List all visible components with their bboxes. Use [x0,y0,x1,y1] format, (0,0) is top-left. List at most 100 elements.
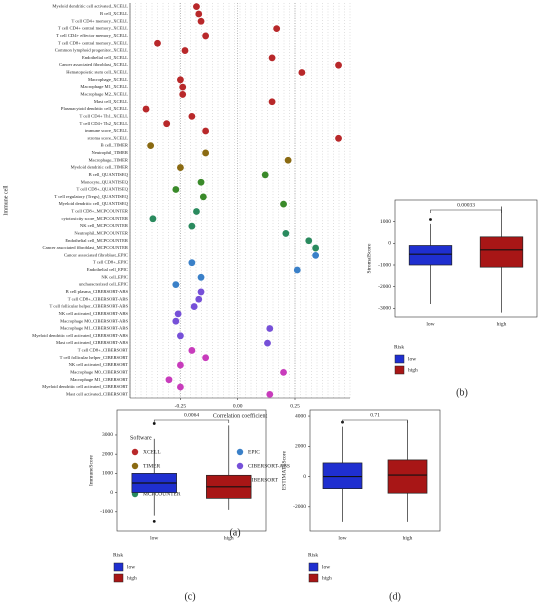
dot [266,390,274,398]
x-tick-label: low [338,535,346,541]
p-value: 0.00033 [457,202,475,208]
legend-marker [236,448,244,456]
panel-label: (c) [184,591,195,602]
y-tick-label: Mast cell_XCELL [94,99,128,104]
box [408,245,453,266]
dot [202,149,210,157]
y-tick-label: T cell CD8+_CIBERSORT-ABS [68,296,129,301]
y-tick-label: Hematopoietic stem cell_XCELL [66,70,128,75]
y-tick-label: Plasmacytoid dendritic cell_XCELL [61,106,128,111]
legend-marker [131,448,139,456]
y-axis-label: StromalScore [366,243,372,273]
dot [305,237,313,245]
p-value: 0.71 [370,412,380,418]
dot [147,142,155,150]
y-tick-label: Monocyte_QUANTISEQ [81,179,129,184]
y-tick-label: T cell CD4+ central memory_XCELL [58,26,128,31]
dot [202,127,210,135]
dot [266,325,274,332]
legend-label: high [408,367,418,373]
legend-swatch [308,562,319,572]
x-tick-label: low [426,321,434,327]
y-tick-label: Cancer associated fibroblast_XCELL [59,62,128,67]
dot [193,208,200,215]
panel-label: (d) [389,591,401,602]
y-tick-label: Macrophage M0_CIBERSORT [70,369,128,374]
dot [335,61,342,69]
x-tick-label: low [150,535,158,541]
y-tick-label: Myeloid dendritic cell_TIMER [71,165,129,170]
y-tick-label: -1000 [100,509,113,515]
x-tick-label: high [403,535,413,541]
y-tick-label: Myeloid dendritic cell_QUANTISEQ [59,201,129,206]
y-tick-label: Cancer associated fibroblast_MCPCOUNTER [43,245,129,250]
dot [268,98,276,106]
y-tick-label: 0 [110,490,113,496]
legend-label: low [408,356,416,362]
dot [293,266,301,274]
legend-label: high [322,575,332,581]
dot [282,230,290,237]
y-tick-label: Neutrophil_MCPCOUNTER [74,230,129,235]
dot [188,222,196,230]
dot [179,83,187,91]
y-tick-label: Common lymphoid progenitor_XCELL [55,48,128,53]
legend-swatch [113,573,124,583]
dot [177,164,184,171]
y-tick-label: B cell_XCELL [100,11,128,16]
dot [177,76,184,84]
legend-label: high [127,575,137,581]
y-tick-label: Myeloid dendritic cell activated_XCELL [52,4,128,9]
dot [268,54,276,62]
legend-title: Risk [308,552,318,558]
y-tick-label: B cell_TIMER [101,143,129,148]
y-axis-label: ImmuneScore [88,455,94,486]
y-tick-label: Myeloid dendritic cell activated_CIBERSO… [32,333,128,338]
p-value: 0.0064 [184,412,199,418]
panel-label: (b) [456,387,468,398]
dot [261,171,269,179]
dot [179,91,187,98]
dot [312,251,320,259]
y-tick-label: Macrophage M0_CIBERSORT-ABS [60,318,128,323]
y-tick-label: Macrophage M1_XCELL [80,84,128,89]
panel-label: (a) [229,527,240,538]
y-tick-label: Mast cell activated_CIBERSORT-ABS [56,340,128,345]
y-tick-label: T cell CD4+ effector memory_XCELL [56,33,128,38]
legend-marker [236,462,244,470]
legend-swatch [308,573,319,583]
dot [197,288,205,296]
y-tick-label: NK cell activated_CIBERSORT [69,362,129,367]
legend-label: TIMER [143,463,160,469]
y-tick-label: T cell CD8+_MCPCOUNTER [71,209,129,214]
significance-bracket [430,209,502,213]
dot [273,25,281,33]
y-tick-label: NK cell_EPIC [101,274,128,279]
y-tick-label: Macrophage_TIMER [88,157,128,162]
dot [188,347,196,354]
legend-label: MCPCOUNTER [143,491,181,497]
legend-marker [131,462,139,470]
y-tick-label: T cell CD4+ memory_XCELL [72,18,129,23]
x-tick-label: high [497,321,507,327]
dot [163,120,171,128]
legend-title: Software [130,434,152,441]
y-tick-label: Macrophage M2_XCELL [80,91,128,96]
dot [172,281,180,289]
y-tick-label: T cell CD4+ Th1_XCELL [80,113,129,118]
x-axis-label: Correlation coefficient [213,412,268,419]
y-tick-label: B cell_QUANTISEQ [89,172,129,177]
y-tick-label: T cell CD8+_QUANTISEQ [76,187,128,192]
dot [172,186,180,193]
y-tick-label: Mast cell activated_CIBERSORT [66,391,128,396]
y-tick-label: 0 [388,241,391,247]
y-tick-label: T cell follicular helper_CIBERSORT [60,355,129,360]
outlier [429,218,432,221]
dot [177,361,184,369]
dot [188,259,196,267]
dot [197,273,205,281]
legend-label: CIBERSORT [248,477,279,483]
y-tick-label: -3000 [378,306,391,312]
